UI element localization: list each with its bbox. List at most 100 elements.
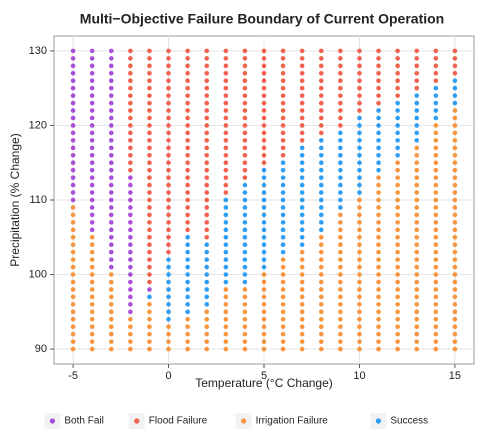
point [147,175,152,180]
point [338,205,343,210]
point [204,287,210,292]
point [204,182,210,188]
point [128,108,133,113]
point [395,249,400,255]
point [433,227,439,233]
point [89,257,95,262]
point [395,182,400,188]
point [261,331,267,337]
point [147,346,152,352]
point [89,227,95,233]
point [223,130,229,136]
point [395,234,400,240]
point [204,78,210,84]
point [128,78,133,84]
point [128,287,133,292]
point [242,160,248,166]
point [70,78,76,84]
point [357,309,362,315]
point [128,309,133,315]
point [185,234,190,240]
point [452,167,458,173]
point [185,212,190,218]
point [70,56,76,61]
point [414,316,420,322]
point [433,190,439,195]
point [147,220,152,225]
point [128,190,133,195]
point [185,220,190,225]
y-tick-label: 110 [29,194,47,206]
point [166,48,171,54]
point [70,302,76,307]
point [166,108,171,113]
point [299,63,305,69]
point [223,197,229,203]
point [70,152,76,158]
point [70,309,76,315]
point [128,227,133,233]
point [223,182,229,188]
point [223,212,229,218]
point [70,167,76,173]
point [357,115,362,121]
point [108,220,114,225]
point [357,212,362,218]
point [338,130,343,136]
point [166,272,171,277]
point [242,287,248,292]
point [433,302,439,307]
point [70,279,76,285]
point [452,63,458,69]
point [395,175,400,180]
point [108,115,114,121]
point [108,182,114,188]
point [147,234,152,240]
point [108,48,114,54]
point [147,324,152,330]
point [70,316,76,322]
point [128,152,133,158]
point [89,324,95,330]
point [414,78,420,84]
point [357,100,362,106]
point [261,287,267,292]
point [433,48,439,54]
point [338,63,343,69]
point [204,48,210,54]
point [128,167,133,173]
point [242,197,248,203]
point [414,242,420,248]
point [128,70,133,76]
point [338,220,343,225]
point [185,302,190,307]
point [108,93,114,98]
point [414,264,420,270]
point [185,115,190,121]
point [89,316,95,322]
point [108,190,114,195]
point [318,346,324,352]
point [242,257,248,262]
point [204,272,210,277]
point [108,138,114,143]
point [128,115,133,121]
point [89,220,95,225]
point [223,123,229,128]
y-tick-label: 120 [29,119,47,131]
point [204,100,210,106]
point [204,130,210,136]
point [318,138,324,143]
point [357,167,362,173]
point [261,56,267,61]
point [433,100,439,106]
point [414,294,420,300]
point [70,294,76,300]
point [433,182,439,188]
point [376,175,381,180]
point [280,167,286,173]
point [414,130,420,136]
point [318,70,324,76]
point [166,152,171,158]
point [147,152,152,158]
